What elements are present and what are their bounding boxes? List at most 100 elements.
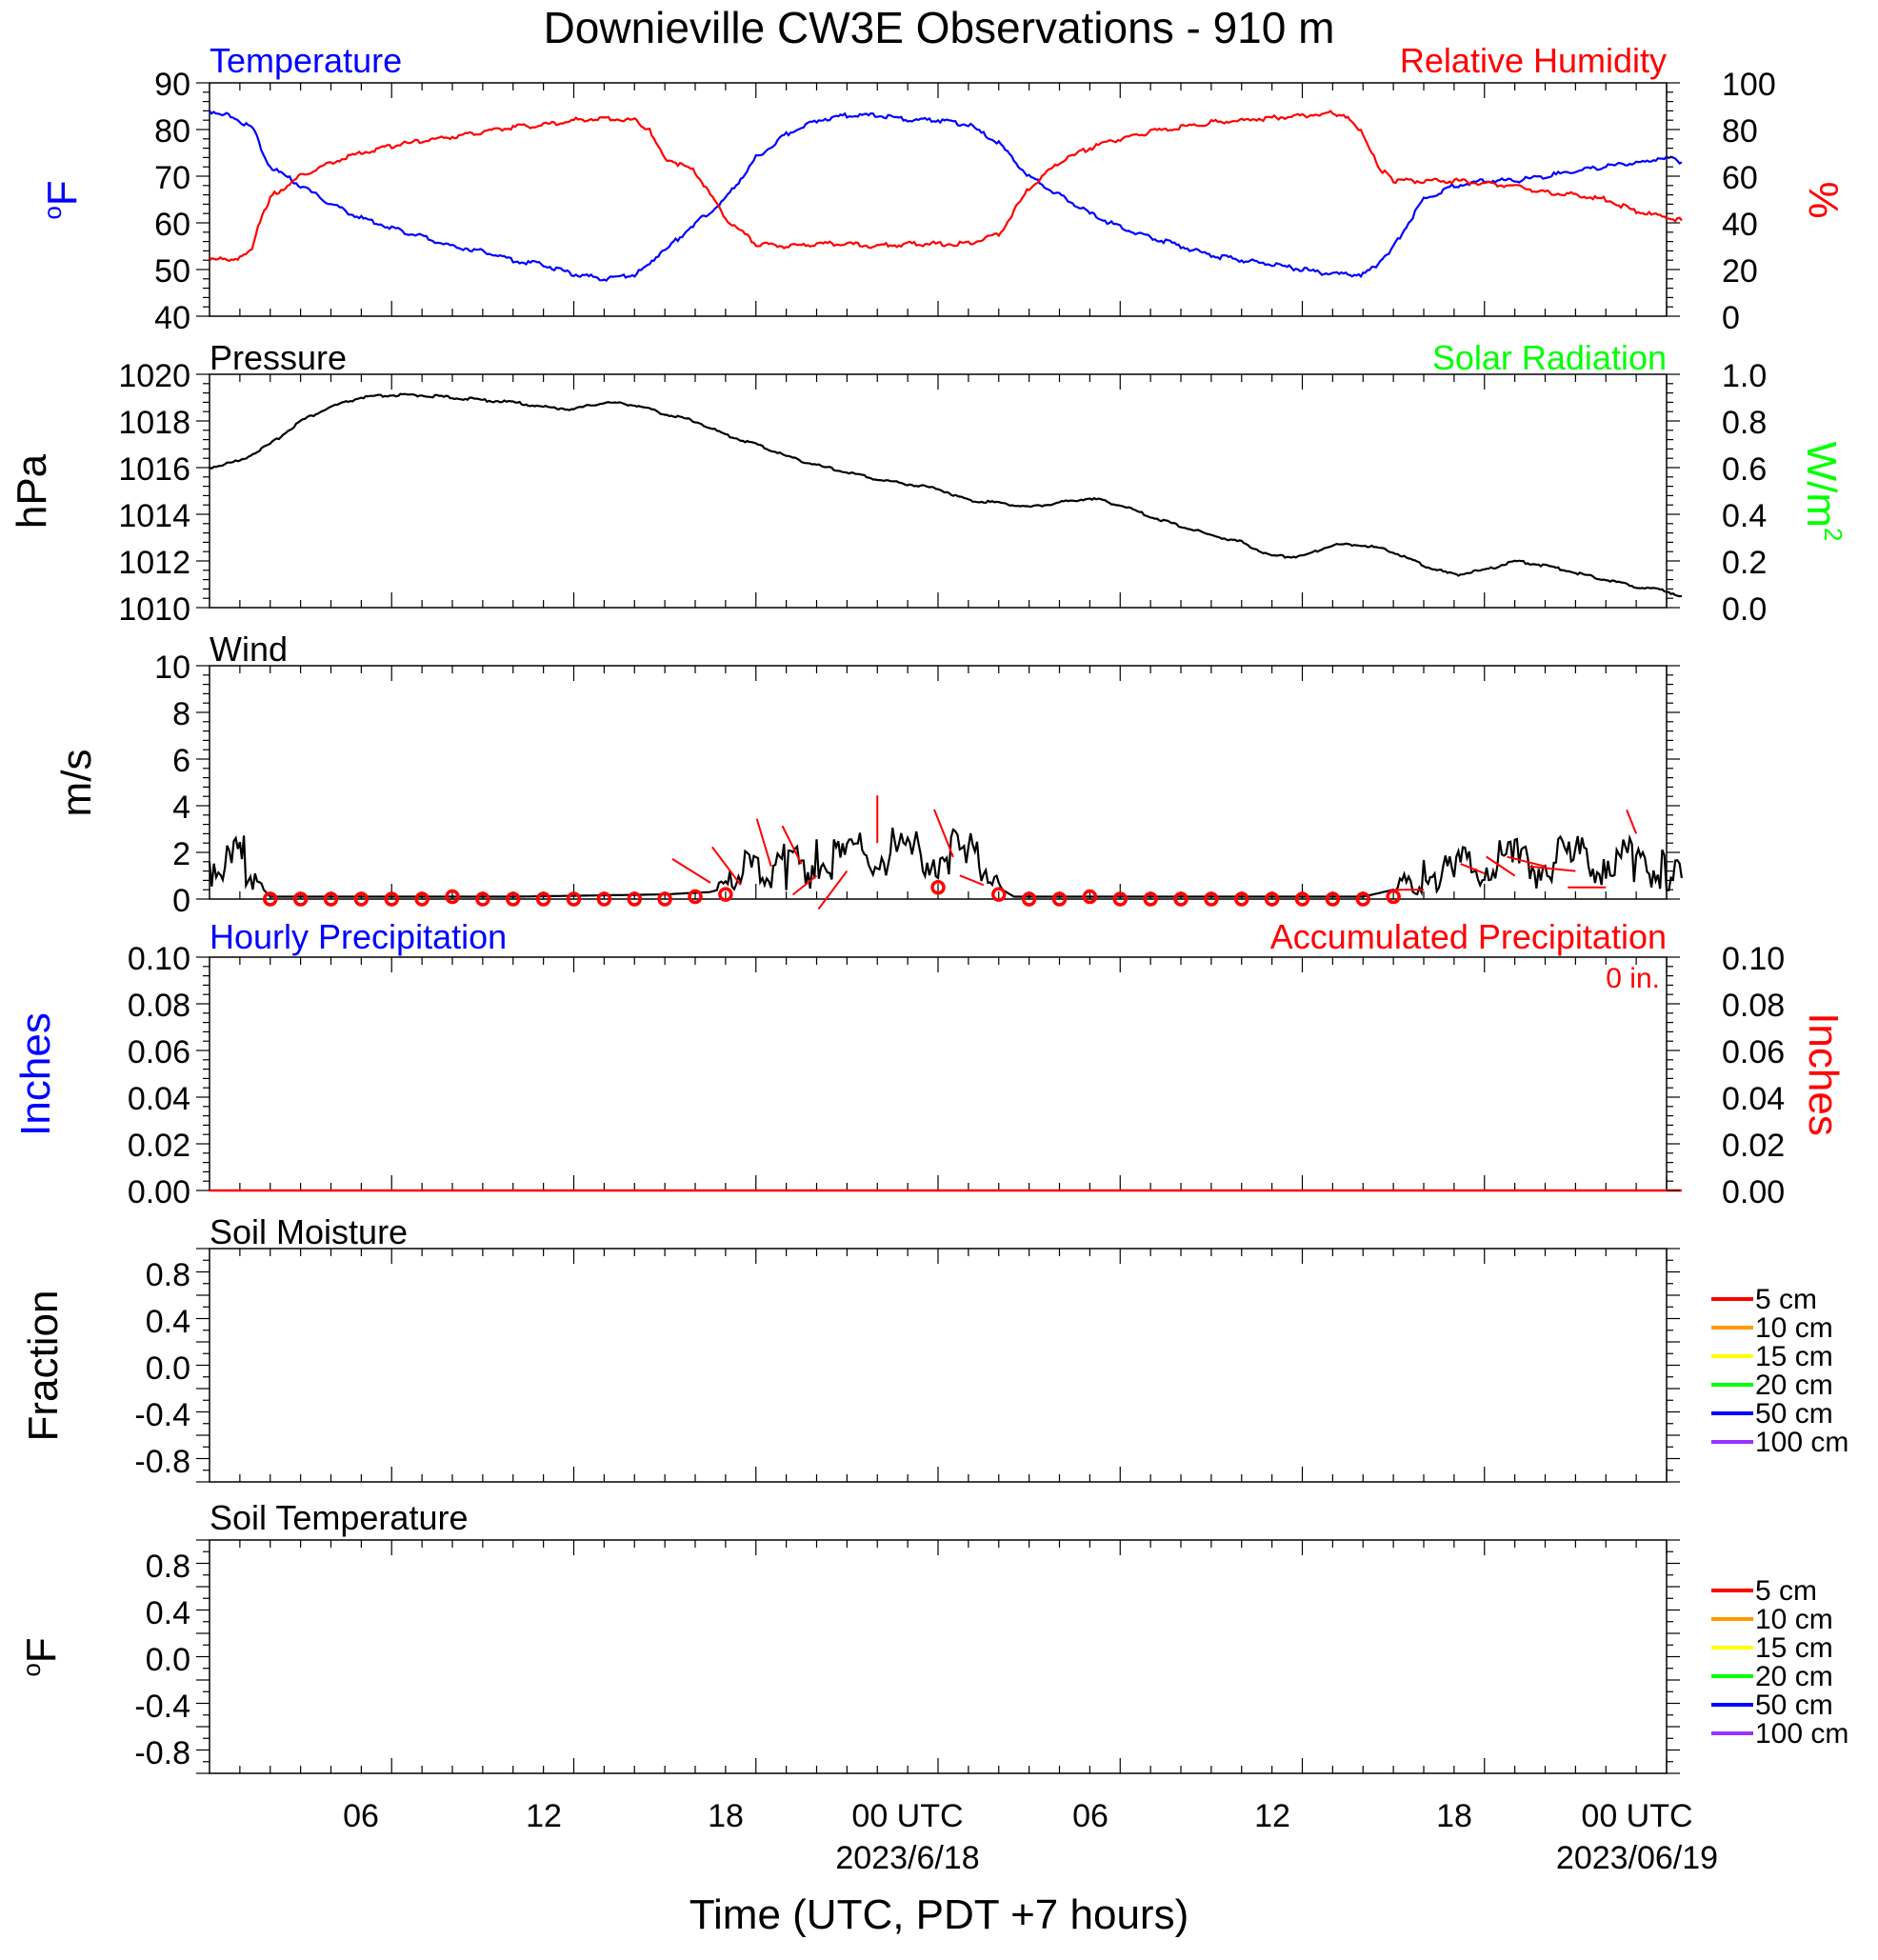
right-tick-labels: 0.00 0.02 0.04 0.06 0.08 0.10 — [1722, 941, 1785, 1210]
right-tick-label: 0 — [1722, 300, 1740, 336]
legend-label: 20 cm — [1755, 1370, 1833, 1401]
left-tick-label: 0.8 — [146, 1257, 190, 1293]
x-minor-ticks — [239, 957, 1668, 1190]
plot-frame — [209, 1248, 1668, 1483]
legend-label: 10 cm — [1755, 1604, 1833, 1635]
chart-title: Downieville CW3E Observations - 910 m — [544, 3, 1335, 52]
right-tick-label: 80 — [1722, 113, 1758, 150]
x-tick-label: 12 — [1254, 1798, 1290, 1834]
right-tick-label: 20 — [1722, 253, 1758, 290]
right-tick-label: 0.0 — [1722, 591, 1767, 628]
left-tick-label: 0.00 — [128, 1174, 190, 1210]
left-tick-label: 1014 — [118, 498, 190, 534]
left-tick-label: 0.8 — [146, 1549, 190, 1585]
left-axis-unit: Fraction — [20, 1290, 67, 1442]
right-tick-label: 40 — [1722, 207, 1758, 243]
left-tick-label: 0.06 — [128, 1034, 190, 1070]
right-axis-unit: % — [1800, 181, 1847, 218]
panel-right-title: Accumulated Precipitation — [1270, 917, 1667, 956]
wind-marker — [1051, 891, 1068, 907]
right-tick-label: 100 — [1722, 67, 1776, 103]
wind-marker-group — [263, 795, 1638, 910]
left-tick-label: -0.8 — [134, 1735, 190, 1771]
y-ticks — [196, 373, 1680, 609]
wind-marker — [657, 891, 672, 907]
x-tick-date: 2023/6/18 — [835, 1840, 979, 1876]
wind-barb — [671, 858, 711, 884]
wind-marker — [535, 891, 551, 907]
left-tick-labels: -0.8 -0.4 0.0 0.4 0.8 — [134, 1257, 190, 1480]
left-tick-label: 80 — [154, 113, 190, 150]
panel-precipitation: Hourly Precipitation Accumulated Precipi… — [12, 917, 1847, 1210]
y-ticks — [196, 82, 1680, 317]
left-tick-label: -0.8 — [134, 1444, 190, 1480]
right-tick-label: 0.10 — [1722, 941, 1785, 977]
left-tick-label: 1010 — [118, 591, 190, 628]
wind-marker — [1234, 891, 1249, 907]
x-minor-ticks — [239, 666, 1668, 899]
wind-marker — [1143, 891, 1158, 907]
right-tick-label: 0.6 — [1722, 451, 1767, 488]
left-tick-label: 0.0 — [146, 1642, 190, 1678]
wind-marker — [292, 891, 309, 907]
plot-frame — [209, 956, 1668, 1191]
panel-left-title: Pressure — [210, 338, 347, 377]
legend-label: 100 cm — [1755, 1718, 1848, 1750]
left-tick-label: -0.4 — [134, 1397, 190, 1433]
x-tick-label: 06 — [1072, 1798, 1109, 1834]
wind-marker — [596, 891, 612, 907]
plot-frame — [209, 82, 1668, 317]
legend-label: 15 cm — [1755, 1341, 1833, 1372]
degree-symbol: o — [17, 1663, 46, 1676]
legend: 5 cm 10 cm 15 cm 20 cm 50 cm 100 cm — [1711, 1284, 1848, 1458]
wind-barb — [817, 870, 849, 910]
left-tick-label: 2 — [172, 836, 190, 872]
wind-marker — [1112, 891, 1128, 907]
series-group — [209, 110, 1683, 283]
unit-letter: F — [18, 1637, 65, 1663]
panel-pressure-solar: Pressure Solar Radiation hPa W/m2 1010 1… — [9, 338, 1848, 628]
left-tick-label: 1018 — [118, 405, 190, 441]
panel-left-title: Soil Moisture — [210, 1212, 408, 1251]
wind-marker — [688, 889, 703, 905]
wind-barb — [791, 874, 818, 896]
wind-marker — [718, 887, 733, 902]
right-axis-unit: W/m2 — [1798, 442, 1848, 542]
series-line — [209, 110, 1683, 283]
y-ticks — [196, 956, 1680, 1191]
wind-marker — [1264, 891, 1280, 907]
left-axis-unit: hPa — [9, 453, 55, 529]
right-tick-label: 0.06 — [1722, 1034, 1785, 1070]
x-tick-label: 18 — [1436, 1798, 1472, 1834]
right-tick-label: 0.04 — [1722, 1081, 1785, 1117]
right-tick-label: 0.4 — [1722, 498, 1767, 534]
wind-barb — [1486, 855, 1516, 877]
legend-label: 100 cm — [1755, 1427, 1848, 1458]
panel-right-title: Relative Humidity — [1400, 41, 1667, 80]
x-minor-ticks — [239, 1249, 1668, 1482]
left-tick-label: 90 — [154, 67, 190, 103]
panel-soil-temperature: Soil Temperature oF -0.8 -0.4 0.0 0.4 0.… — [17, 1498, 1848, 1774]
x-axis-label: Time (UTC, PDT +7 hours) — [689, 1891, 1189, 1938]
wind-marker — [445, 889, 460, 905]
superscript: 2 — [1819, 528, 1848, 541]
left-tick-labels: 0 2 4 6 8 10 — [154, 650, 190, 919]
left-tick-label: 8 — [172, 696, 190, 732]
left-axis-unit: Inches — [12, 1012, 59, 1136]
left-tick-label: 1016 — [118, 451, 190, 488]
legend-label: 5 cm — [1755, 1575, 1817, 1607]
wind-barb — [1626, 810, 1638, 834]
left-tick-label: 0 — [172, 883, 190, 919]
left-tick-label: 0.02 — [128, 1128, 190, 1164]
y-ticks — [196, 665, 1680, 900]
left-tick-label: 50 — [154, 253, 190, 290]
wind-barb — [755, 818, 772, 867]
plot-frame — [209, 1539, 1668, 1774]
wind-barb — [1460, 863, 1486, 874]
wind-marker — [1386, 889, 1401, 905]
x-tick-labels: 06 12 18 00 UTC 2023/6/18 06 12 18 00 UT… — [343, 1798, 1718, 1876]
legend-label: 10 cm — [1755, 1312, 1833, 1344]
legend: 5 cm 10 cm 15 cm 20 cm 50 cm 100 cm — [1711, 1575, 1848, 1750]
panel-wind: Wind m/s 0 2 4 6 8 10 — [53, 630, 1683, 919]
